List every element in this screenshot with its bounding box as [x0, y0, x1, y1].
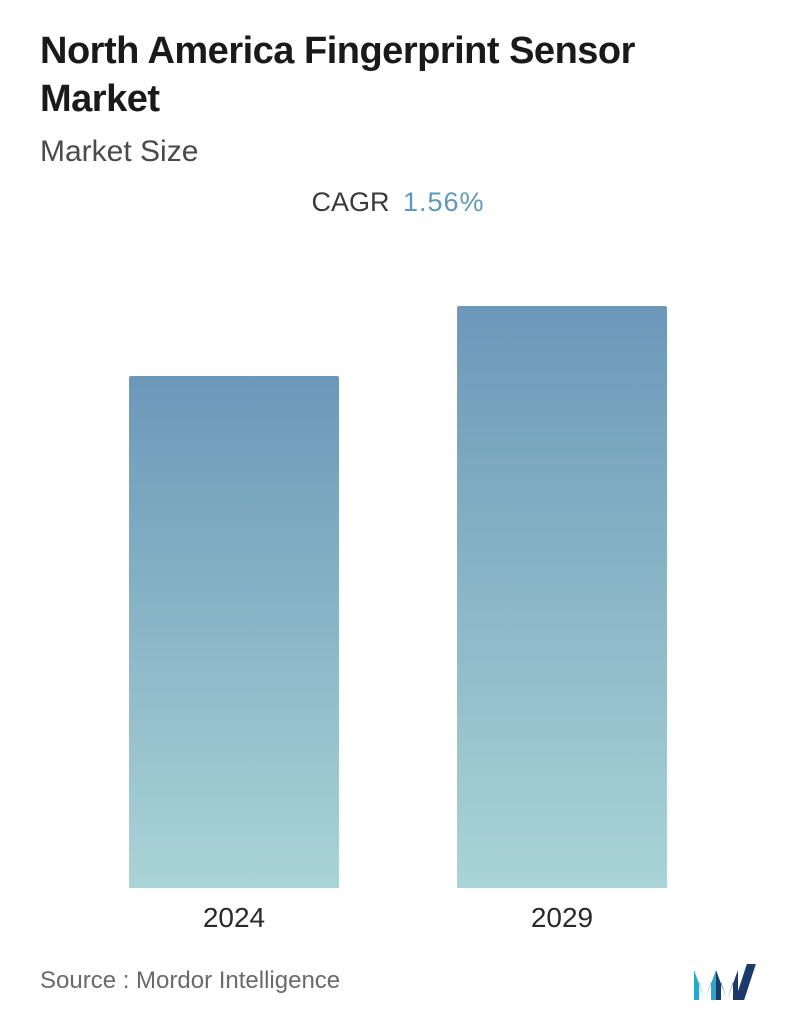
infographic-card: North America Fingerprint Sensor Market … [0, 0, 796, 1034]
bar-slot [457, 248, 667, 888]
chart-plot-area [40, 248, 756, 888]
bar-slot [129, 248, 339, 888]
footer: Source : Mordor Intelligence [40, 962, 756, 1000]
cagr-row: CAGR 1.56% [40, 187, 756, 218]
mordor-logo-icon [694, 962, 750, 1000]
source-attribution: Source : Mordor Intelligence [40, 967, 340, 995]
bar-group [40, 248, 756, 888]
cagr-label: CAGR [311, 187, 389, 217]
logo-m-left [694, 970, 716, 1000]
x-label: 2024 [129, 902, 339, 934]
logo-stripe [735, 964, 756, 1000]
cagr-value: 1.56% [403, 187, 485, 217]
chart-title: North America Fingerprint Sensor Market [40, 28, 756, 123]
chart-subtitle: Market Size [40, 135, 756, 169]
bar-2029 [457, 306, 667, 888]
x-label: 2029 [457, 902, 667, 934]
x-axis-labels: 2024 2029 [40, 888, 756, 934]
logo-m-right [716, 970, 738, 1000]
logo-m-glyph [694, 964, 738, 1000]
bar-2024 [129, 376, 339, 888]
